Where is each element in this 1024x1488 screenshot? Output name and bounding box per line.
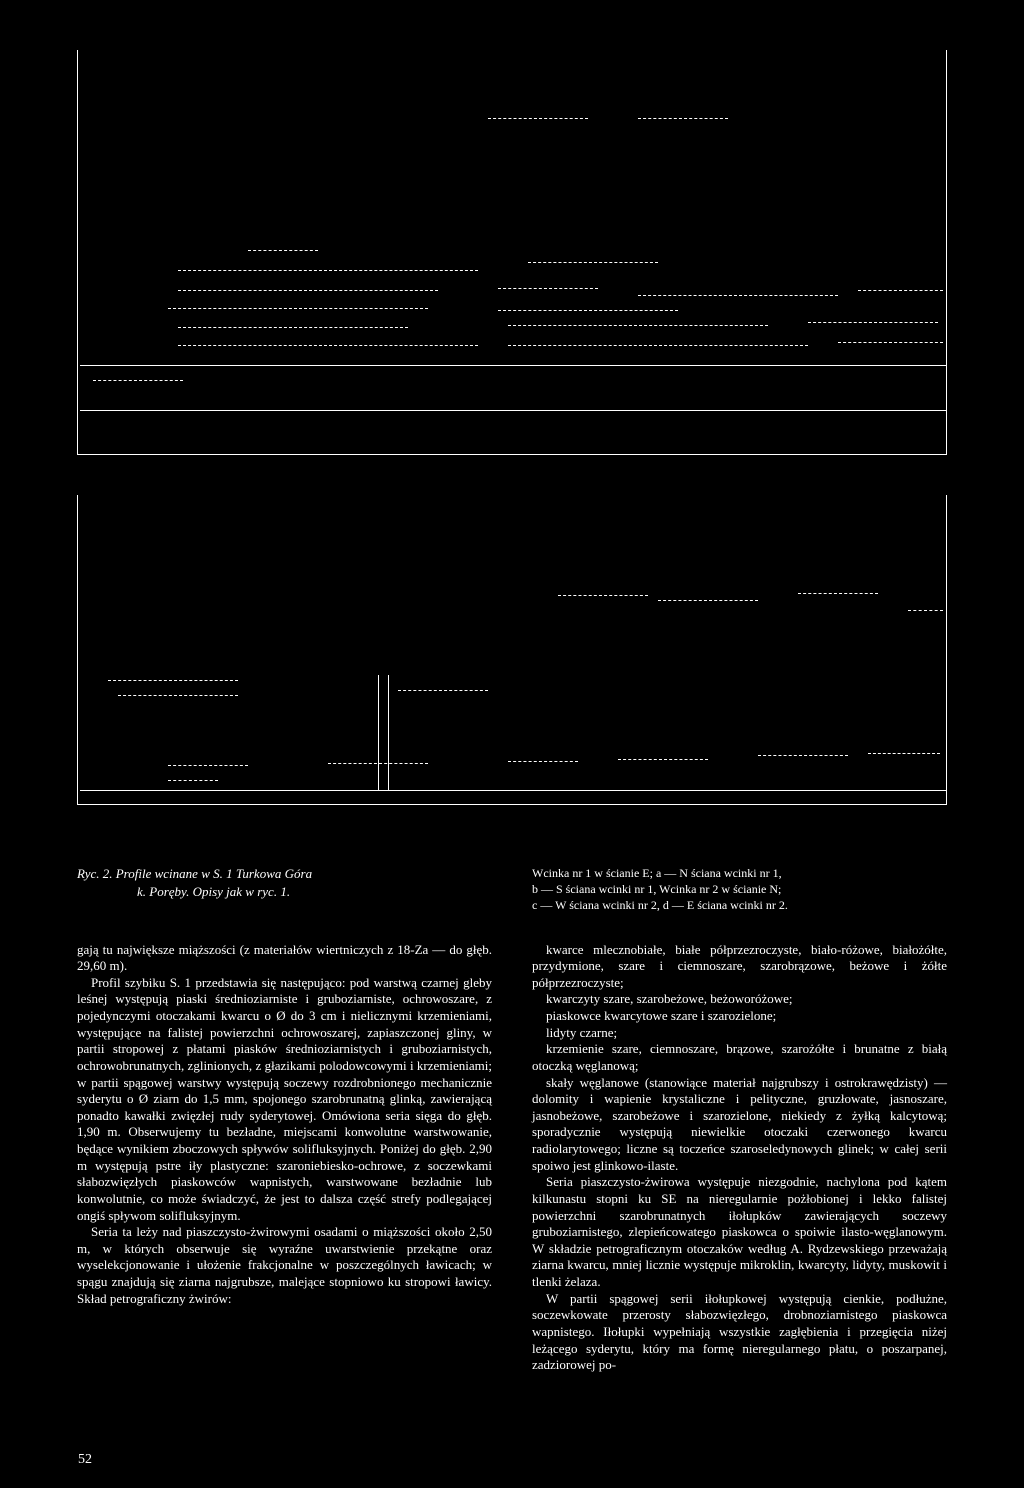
stratum-line [93, 380, 183, 381]
stratum-line [178, 270, 478, 271]
stratum-line [908, 610, 943, 611]
right-p2: kwarczyty szare, szarobeżowe, beżoworóżo… [532, 991, 947, 1008]
stratum-line [528, 262, 658, 263]
right-p5: krzemienie szare, ciemnoszare, brązowe, … [532, 1041, 947, 1074]
stratum-line [168, 780, 218, 781]
stratum-line [558, 595, 648, 596]
stratum-line [80, 410, 946, 411]
caption-left: Ryc. 2. Profile wcinane w S. 1 Turkowa G… [77, 865, 492, 914]
left-column: gają tu największe miąższości (z materia… [77, 942, 492, 1374]
stratum-line [80, 365, 946, 366]
stratum-line [798, 593, 878, 594]
left-p1: gają tu największe miąższości (z materia… [77, 942, 492, 975]
right-p1: kwarce mlecznobiałe, białe półprzezroczy… [532, 942, 947, 992]
stratum-line [488, 118, 588, 119]
caption-left-line2: k. Poręby. Opisy jak w ryc. 1. [77, 884, 290, 899]
left-p3: Seria ta leży nad piaszczysto-żwirowymi … [77, 1224, 492, 1307]
vertical-line [378, 675, 379, 790]
panel-a [77, 50, 947, 455]
figure-container [77, 0, 947, 805]
stratum-line [178, 290, 438, 291]
vertical-line [388, 675, 389, 790]
text-columns: gają tu największe miąższości (z materia… [77, 942, 947, 1374]
right-p3: piaskowce kwarcytowe szare i szarozielon… [532, 1008, 947, 1025]
stratum-line [508, 345, 808, 346]
stratum-line [658, 600, 758, 601]
stratum-line [758, 755, 848, 756]
page-number: 52 [78, 1452, 92, 1468]
stratum-line [498, 310, 678, 311]
right-p4: lidyty czarne; [532, 1025, 947, 1042]
stratum-line [858, 290, 943, 291]
stratum-line [638, 295, 838, 296]
stratum-line [508, 325, 768, 326]
left-p2: Profil szybiku S. 1 przedstawia się nast… [77, 975, 492, 1224]
stratum-line [80, 790, 946, 791]
right-p8: W partii spągowej serii iłołupkowej wyst… [532, 1291, 947, 1374]
stratum-line [118, 695, 238, 696]
stratum-line [108, 680, 238, 681]
panel-b [77, 495, 947, 805]
stratum-line [618, 759, 708, 760]
caption-right-line1: Wcinka nr 1 w ścianie E; a — N ściana wc… [532, 866, 782, 880]
stratum-line [168, 765, 248, 766]
stratum-line [868, 753, 940, 754]
caption-right: Wcinka nr 1 w ścianie E; a — N ściana wc… [532, 865, 947, 914]
stratum-line [838, 342, 943, 343]
stratum-line [168, 308, 428, 309]
caption-right-line2: b — S ściana wcinki nr 1, Wcinka nr 2 w … [532, 882, 781, 896]
stratum-line [398, 690, 488, 691]
stratum-line [178, 345, 478, 346]
caption-left-line1: Ryc. 2. Profile wcinane w S. 1 Turkowa G… [77, 866, 312, 881]
stratum-line [178, 327, 408, 328]
caption-row: Ryc. 2. Profile wcinane w S. 1 Turkowa G… [77, 845, 947, 942]
stratum-line [638, 118, 728, 119]
stratum-line [508, 761, 578, 762]
right-p7: Seria piaszczysto-żwirowa występuje niez… [532, 1174, 947, 1290]
stratum-line [248, 250, 318, 251]
right-p6: skały węglanowe (stanowiące materiał naj… [532, 1075, 947, 1175]
right-column: kwarce mlecznobiałe, białe półprzezroczy… [532, 942, 947, 1374]
stratum-line [498, 288, 598, 289]
stratum-line [808, 322, 938, 323]
caption-right-line3: c — W ściana wcinki nr 2, d — E ściana w… [532, 898, 788, 912]
